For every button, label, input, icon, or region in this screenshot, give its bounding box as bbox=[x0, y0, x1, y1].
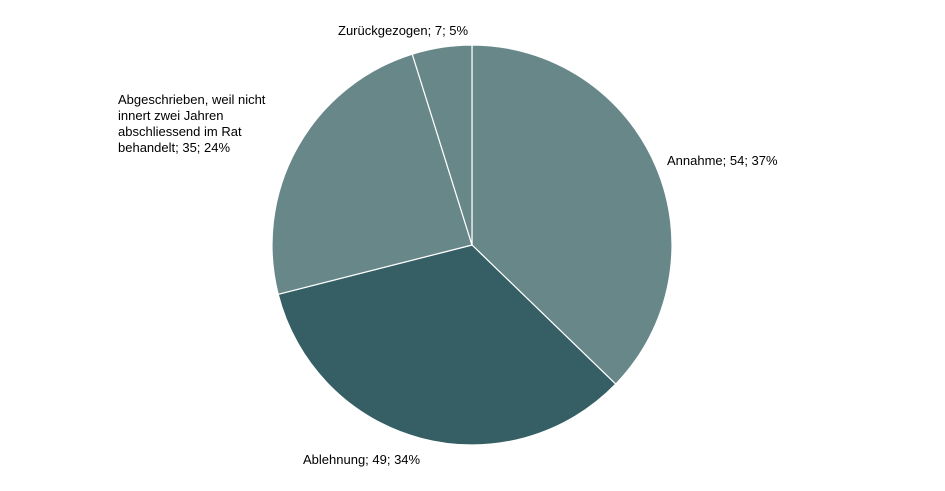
pie-slice-zurückgezogen bbox=[411, 44, 473, 246]
pie-slices bbox=[271, 44, 673, 446]
pie-slice-abgeschrieben bbox=[271, 53, 473, 296]
slice-label: Zurückgezogen; 7; 5% bbox=[338, 23, 469, 38]
slice-label-line: Zurückgezogen; 7; 5% bbox=[338, 23, 469, 38]
slice-label-line: behandelt; 35; 24% bbox=[118, 140, 230, 155]
pie-slice-ablehnung bbox=[277, 244, 617, 446]
slice-label-line: abschliessend im Rat bbox=[118, 124, 242, 139]
slice-label-line: Ablehnung; 49; 34% bbox=[303, 452, 421, 467]
slice-label-line: innert zwei Jahren bbox=[118, 108, 224, 123]
pie-slice-annahme bbox=[471, 44, 673, 385]
slice-label: Ablehnung; 49; 34% bbox=[303, 452, 421, 467]
slice-label-line: Abgeschrieben, weil nicht bbox=[118, 92, 266, 107]
slice-label: Abgeschrieben, weil nicht innert zwei Jah… bbox=[118, 92, 266, 155]
pie-labels: Annahme; 54; 37% Ablehnung; 49; 34% Abgesc… bbox=[118, 23, 778, 467]
slice-label-line: Annahme; 54; 37% bbox=[667, 153, 778, 168]
slice-label: Annahme; 54; 37% bbox=[667, 153, 778, 168]
